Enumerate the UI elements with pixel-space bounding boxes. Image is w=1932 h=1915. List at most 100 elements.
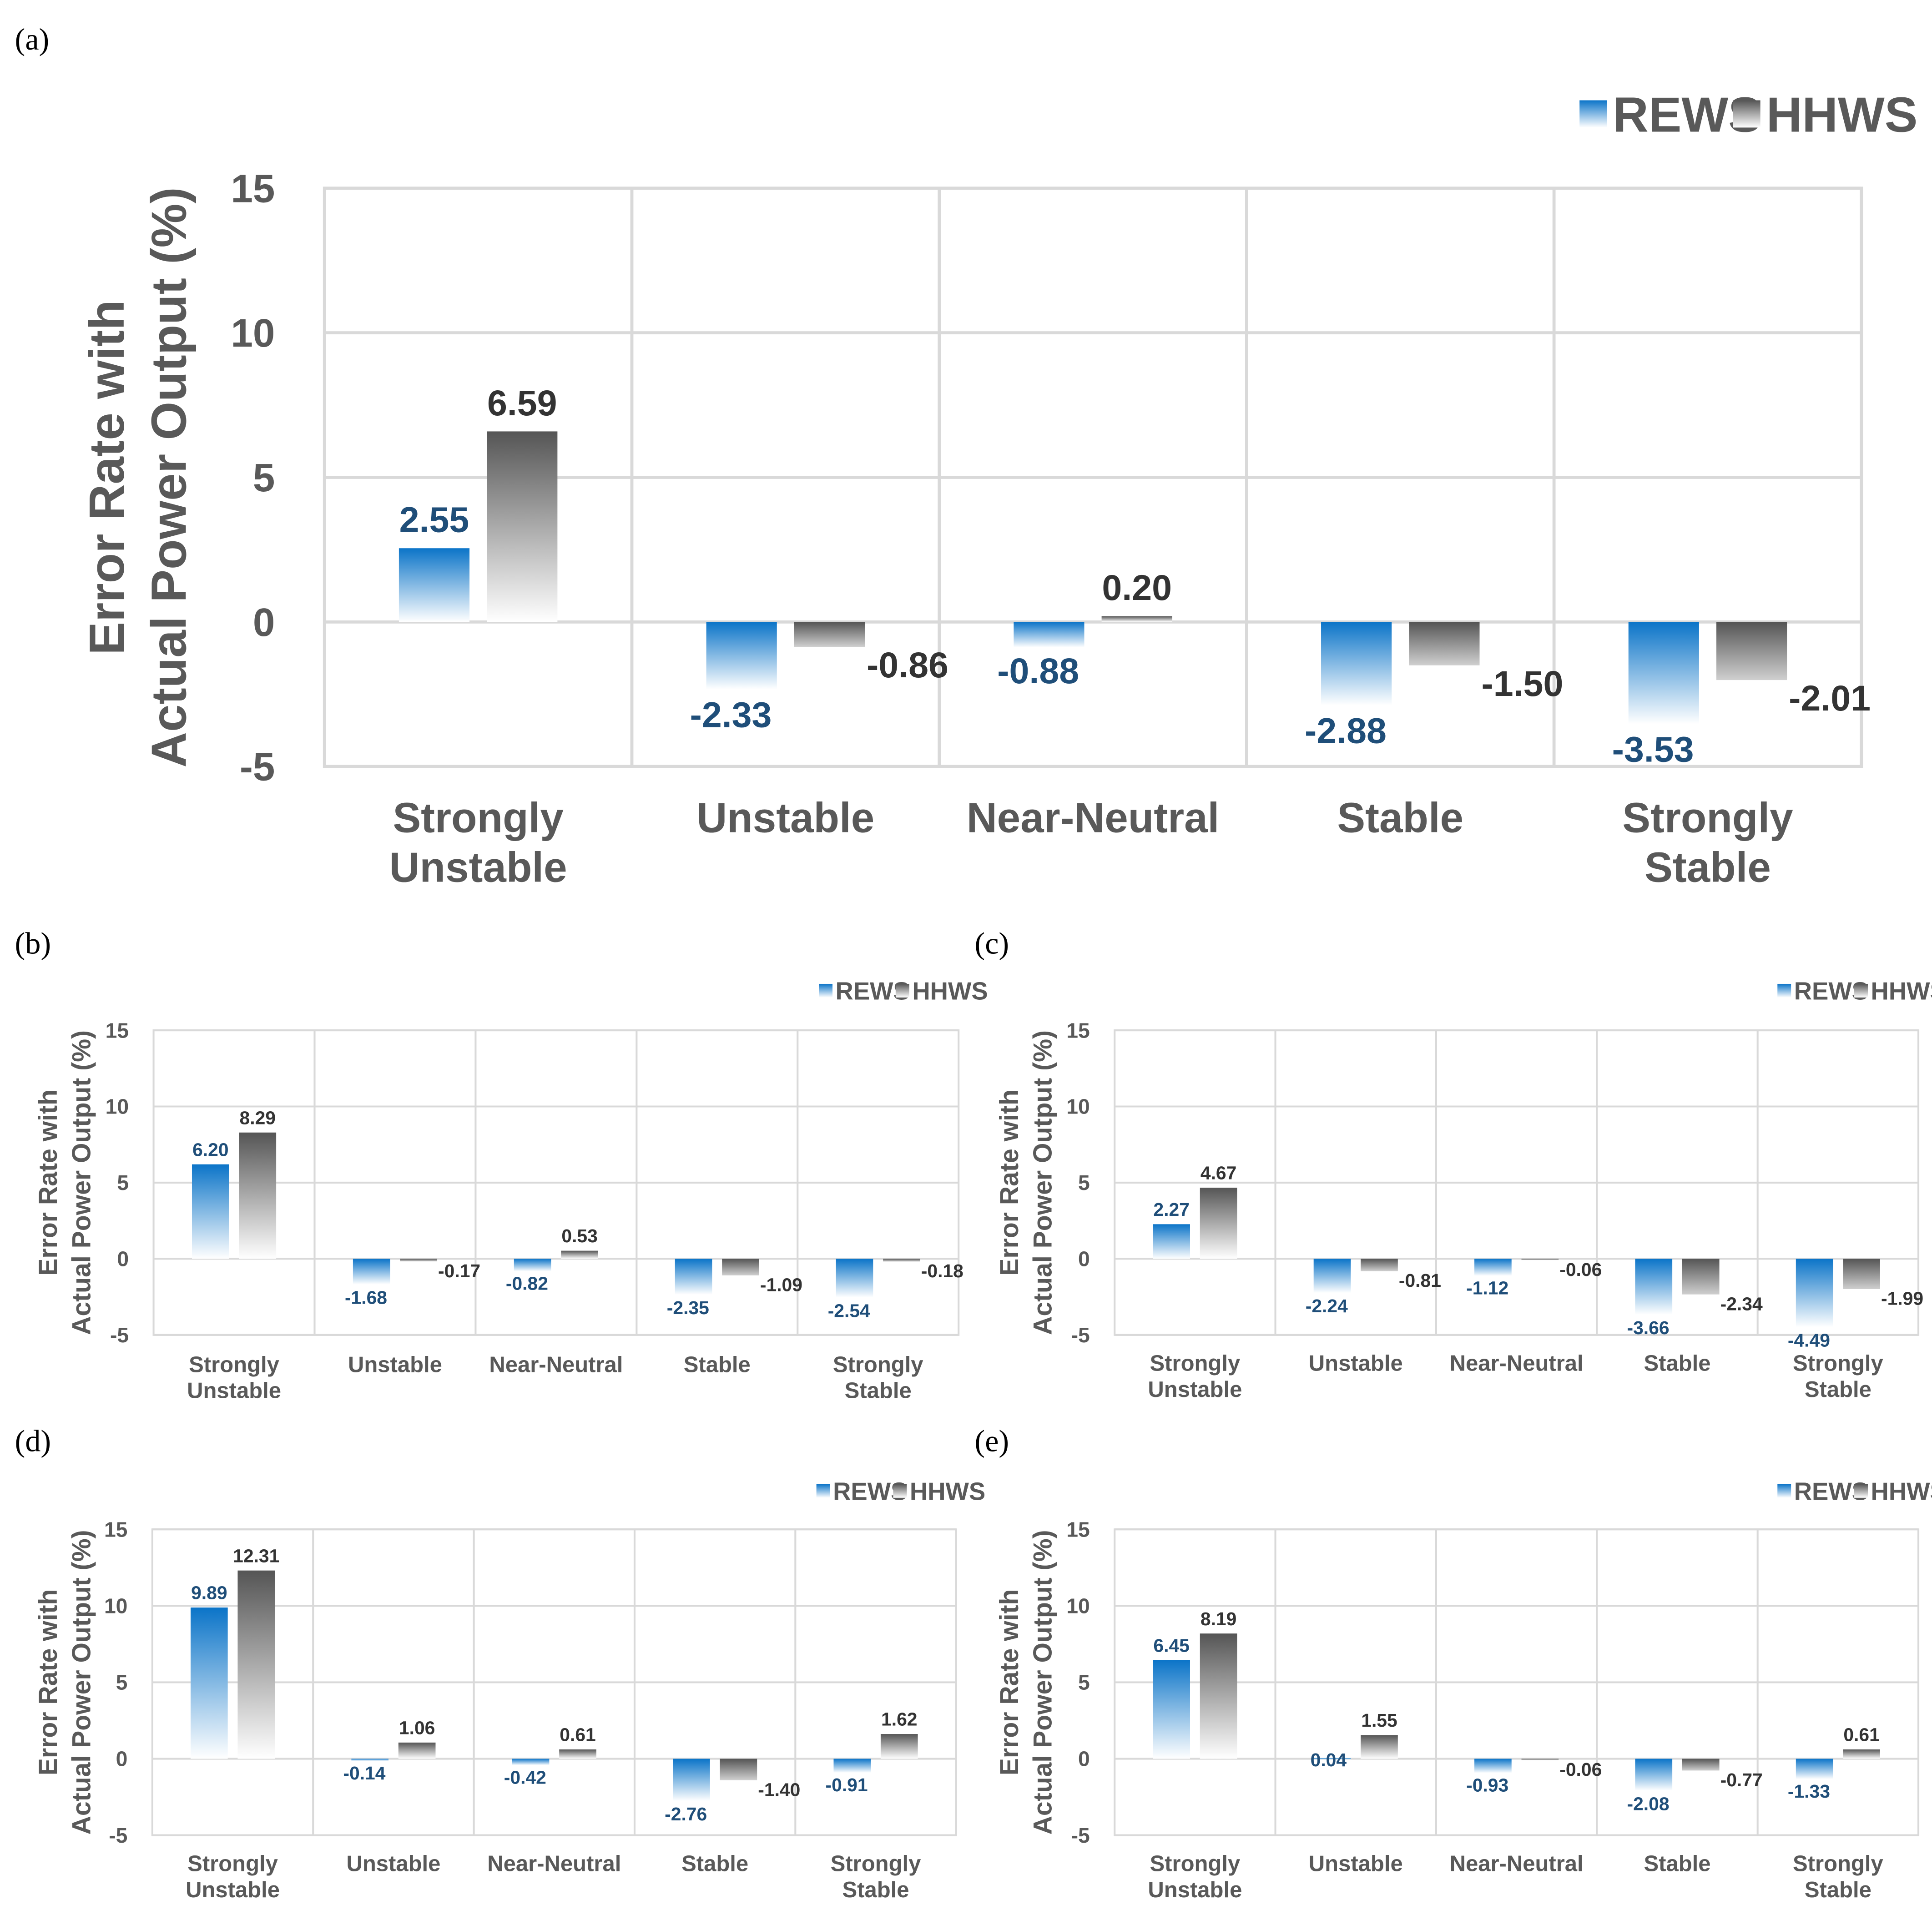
hhws-bar bbox=[1200, 1633, 1237, 1759]
legend-hhws-swatch bbox=[1854, 983, 1868, 998]
x-category-label: Strongly bbox=[1150, 1351, 1241, 1376]
x-category-label: Stable bbox=[1644, 1852, 1710, 1876]
rews-bar bbox=[833, 1759, 871, 1773]
x-category-label: Stable bbox=[684, 1352, 751, 1377]
rews-value-label: 2.27 bbox=[1153, 1199, 1189, 1220]
hhws-bar bbox=[398, 1742, 436, 1759]
x-category-label: Strongly bbox=[1793, 1351, 1883, 1376]
rews-value-label: -2.33 bbox=[690, 695, 772, 735]
rews-bar bbox=[836, 1259, 873, 1298]
rews-value-label: 2.55 bbox=[399, 500, 469, 540]
hhws-bar bbox=[400, 1259, 438, 1262]
panel-letter: (a) bbox=[15, 22, 50, 56]
hhws-value-label: -1.50 bbox=[1481, 664, 1563, 704]
rews-bar bbox=[1474, 1759, 1512, 1773]
hhws-bar bbox=[559, 1749, 596, 1759]
hhws-bar bbox=[720, 1759, 757, 1780]
x-category-label: Stable bbox=[1337, 794, 1463, 841]
y-tick-label: 0 bbox=[116, 1747, 128, 1771]
y-tick-label: -5 bbox=[110, 1323, 129, 1347]
x-category-label: Stable bbox=[845, 1379, 912, 1403]
y-tick-label: 5 bbox=[253, 456, 275, 500]
x-category-label: Stable bbox=[1805, 1377, 1871, 1402]
rews-value-label: -2.76 bbox=[665, 1804, 707, 1824]
x-category-label: Unstable bbox=[187, 1379, 281, 1403]
rews-value-label: -2.54 bbox=[828, 1300, 870, 1321]
hhws-value-label: -0.77 bbox=[1720, 1769, 1763, 1790]
rews-value-label: -0.91 bbox=[826, 1774, 868, 1795]
rews-bar bbox=[675, 1259, 712, 1295]
y-tick-label: 10 bbox=[1066, 1594, 1090, 1618]
y-axis-label-line2: Actual Power Output (%) bbox=[67, 1030, 96, 1335]
y-tick-label: 15 bbox=[1066, 1018, 1090, 1042]
x-category-label: Near-Neutral bbox=[487, 1852, 621, 1876]
legend-hhws-label: HHWS bbox=[910, 1477, 985, 1505]
rews-value-label: -0.42 bbox=[504, 1767, 546, 1788]
rews-value-label: -3.53 bbox=[1612, 730, 1694, 770]
y-tick-label: 5 bbox=[117, 1171, 129, 1194]
rews-bar bbox=[1153, 1660, 1190, 1759]
hhws-bar bbox=[722, 1259, 759, 1275]
rews-bar bbox=[399, 548, 470, 622]
hhws-bar bbox=[1361, 1735, 1398, 1759]
y-axis-label-line1: Error Rate with bbox=[995, 1089, 1024, 1276]
rews-value-label: -2.24 bbox=[1306, 1295, 1348, 1316]
hhws-value-label: -1.09 bbox=[760, 1275, 802, 1295]
rews-bar bbox=[353, 1259, 390, 1285]
legend-rews-swatch bbox=[1777, 983, 1791, 998]
y-tick-label: 15 bbox=[106, 1018, 129, 1042]
hhws-value-label: 0.53 bbox=[561, 1225, 597, 1246]
hhws-bar bbox=[1521, 1759, 1559, 1760]
legend-hhws-swatch bbox=[1854, 1484, 1868, 1498]
hhws-value-label: -0.81 bbox=[1399, 1270, 1441, 1291]
hhws-value-label: -2.01 bbox=[1789, 678, 1871, 718]
rews-value-label: -2.35 bbox=[667, 1297, 709, 1318]
y-tick-label: 15 bbox=[1066, 1517, 1090, 1541]
y-axis-label-line2: Actual Power Output (%) bbox=[1028, 1030, 1057, 1335]
y-tick-label: -5 bbox=[109, 1824, 127, 1847]
rews-value-label: -0.14 bbox=[343, 1763, 385, 1784]
rews-bar bbox=[512, 1759, 550, 1765]
hhws-bar bbox=[1843, 1749, 1880, 1759]
rews-bar bbox=[192, 1164, 229, 1259]
panel-letter: (d) bbox=[15, 1424, 51, 1458]
rews-value-label: -2.88 bbox=[1305, 711, 1387, 751]
rews-bar bbox=[1313, 1758, 1351, 1759]
rews-bar bbox=[351, 1759, 389, 1761]
y-tick-label: 10 bbox=[106, 1095, 129, 1119]
x-category-label: Strongly bbox=[1622, 794, 1793, 841]
legend-rews-swatch bbox=[1579, 100, 1607, 128]
hhws-value-label: -0.06 bbox=[1559, 1259, 1602, 1280]
x-category-label: Stable bbox=[1805, 1878, 1871, 1902]
hhws-value-label: 4.67 bbox=[1201, 1163, 1236, 1184]
y-tick-label: 10 bbox=[104, 1594, 127, 1618]
x-category-label: Stable bbox=[1644, 843, 1771, 891]
y-tick-label: 5 bbox=[1078, 1171, 1090, 1194]
rews-bar bbox=[1014, 622, 1085, 648]
rews-value-label: -3.66 bbox=[1627, 1317, 1669, 1338]
hhws-value-label: -2.34 bbox=[1720, 1293, 1763, 1314]
hhws-bar bbox=[561, 1250, 598, 1259]
x-category-label: Near-Neutral bbox=[1450, 1351, 1584, 1376]
chart-panel-e: (e) -5 0 5 10 15 Error Rate with Actual Power O… bbox=[975, 1424, 1932, 1902]
x-category-label: Unstable bbox=[1148, 1878, 1242, 1902]
hhws-bar bbox=[1521, 1259, 1559, 1260]
y-tick-label: 0 bbox=[253, 600, 275, 645]
hhws-bar bbox=[1843, 1259, 1880, 1289]
legend-hhws-label: HHWS bbox=[1871, 978, 1932, 1005]
hhws-bar bbox=[1682, 1259, 1720, 1295]
y-tick-label: 10 bbox=[1066, 1095, 1090, 1119]
y-tick-label: -5 bbox=[1071, 1323, 1090, 1347]
chart-panel-c: (c) -5 0 5 10 15 Error Rate with Actual Power O… bbox=[975, 926, 1932, 1402]
legend-hhws-label: HHWS bbox=[1766, 87, 1918, 143]
panel-letter: (c) bbox=[975, 926, 1009, 960]
rews-value-label: -1.33 bbox=[1788, 1781, 1830, 1802]
rews-bar bbox=[1474, 1259, 1512, 1276]
y-axis-label-line1: Error Rate with bbox=[34, 1089, 63, 1276]
hhws-value-label: 0.61 bbox=[560, 1724, 595, 1745]
